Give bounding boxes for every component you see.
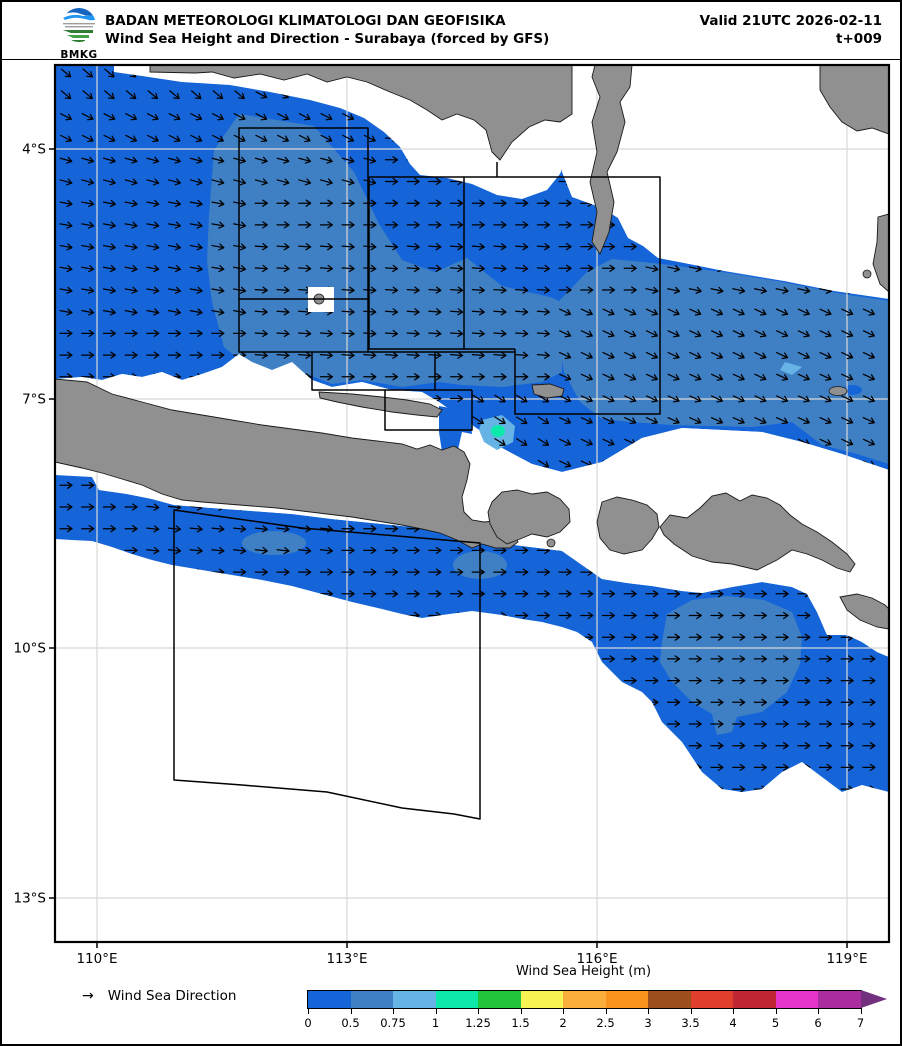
colorbar-tick (818, 1008, 819, 1014)
colorbar-tick-label: 5 (771, 1016, 780, 1030)
lon-tick-label: 110°E (76, 951, 117, 967)
map-plot-area (55, 65, 889, 942)
header: BMKG BADAN METEOROLOGI KLIMATOLOGI DAN G… (2, 2, 900, 60)
sea-height-spot-core (491, 425, 505, 437)
colorbar-tick (435, 1008, 437, 1014)
colorbar-segment (605, 991, 648, 1008)
colorbar-tick (648, 1008, 649, 1014)
colorbar-tick (605, 1008, 607, 1014)
colorbar-segment (308, 991, 351, 1008)
colorbar-tick-label: 1.5 (511, 1016, 530, 1030)
colorbar-tick-label: 0 (304, 1016, 312, 1030)
colorbar-tick (478, 1008, 479, 1014)
colorbar-tick-label: 1.25 (465, 1016, 491, 1030)
colorbar-tick-label: 0.75 (380, 1016, 406, 1030)
land-nusa-penida (546, 538, 556, 548)
lon-tick-label: 119°E (826, 951, 867, 967)
bmkg-logo: BMKG (59, 6, 99, 60)
product-title: Wind Sea Height and Direction - Surabaya… (105, 31, 550, 47)
land-east-edge (872, 213, 889, 293)
colorbar-tick (393, 1008, 394, 1014)
land-islet-flores (828, 386, 848, 396)
colorbar-segment (733, 991, 776, 1008)
sea-height-patch (242, 531, 306, 555)
colorbar-segment (435, 991, 478, 1008)
colorbar-segment (350, 991, 393, 1008)
colorbar-segment (478, 991, 521, 1008)
colorbar-tick-label: 3 (644, 1016, 652, 1030)
colorbar-ticks: 0 0.5 0.75 1 1.25 1.5 2 2.5 3 3.5 4 5 6 7 (2, 1008, 900, 1034)
colorbar-tick (563, 1008, 564, 1014)
colorbar-tick-label: 3.5 (681, 1016, 700, 1030)
colorbar-tick-label: 2 (559, 1016, 567, 1030)
land-islet (862, 269, 872, 279)
colorbar-tick-label: 2.5 (596, 1016, 615, 1030)
colorbar-tick (775, 1008, 777, 1014)
sea-height-patch-south-sumbawa (660, 596, 802, 735)
colorbar-tick (350, 1008, 352, 1014)
lat-tick-label: 4°S (22, 142, 46, 158)
lat-tick-label: 10°S (14, 641, 47, 657)
colorbar-overflow-arrow (861, 990, 887, 1008)
wind-direction-arrows (59, 68, 876, 923)
direction-legend: → Wind Sea Direction (82, 988, 236, 1004)
sea-height-spot-flores (780, 362, 802, 375)
colorbar-tick-label: 0.5 (341, 1016, 360, 1030)
land-bali (487, 489, 571, 545)
colorbar-segment (563, 991, 606, 1008)
colorbar-segment (520, 991, 563, 1008)
forecast-zone-boundaries (173, 127, 661, 820)
land-kangean (531, 383, 565, 399)
colorbar-tick-label: 4 (729, 1016, 737, 1030)
colorbar-tick (733, 1008, 734, 1014)
direction-arrow-icon: → (82, 988, 94, 1004)
sea-height-contour-east (557, 259, 889, 464)
colorbar-segment (775, 991, 818, 1008)
map-frame (53, 63, 891, 944)
colorbar-tick (860, 1008, 862, 1014)
lat-tick-label: 13°S (14, 891, 47, 907)
colorbar-title: Wind Sea Height (m) (515, 964, 652, 979)
colorbar-tick-label: 7 (856, 1016, 865, 1030)
colorbar-segment (393, 991, 436, 1008)
colorbar-tick-label: 6 (814, 1016, 822, 1030)
colorbar-tick (308, 1008, 309, 1014)
colorbar-tick (520, 1008, 522, 1014)
direction-legend-label: Wind Sea Direction (107, 988, 237, 1004)
colorbar (307, 990, 862, 1009)
lat-tick-label: 7°S (22, 392, 46, 408)
colorbar-tick-label: 1 (431, 1016, 440, 1030)
land-lombok (596, 496, 660, 555)
forecast-step: t+009 (836, 31, 882, 47)
colorbar-tick (690, 1008, 692, 1014)
bmkg-logo-icon (62, 8, 96, 42)
colorbar-segment (648, 991, 691, 1008)
bmkg-logo-label: BMKG (60, 49, 98, 61)
lon-tick-label: 113°E (326, 951, 367, 967)
sea-height-contour-west (207, 114, 562, 387)
colorbar-segment (690, 991, 733, 1008)
valid-time: Valid 21UTC 2026-02-11 (699, 13, 882, 29)
agency-title: BADAN METEOROLOGI KLIMATOLOGI DAN GEOFIS… (105, 13, 506, 29)
colorbar-segment (818, 991, 861, 1008)
lon-tick-label: 116°E (576, 951, 617, 967)
